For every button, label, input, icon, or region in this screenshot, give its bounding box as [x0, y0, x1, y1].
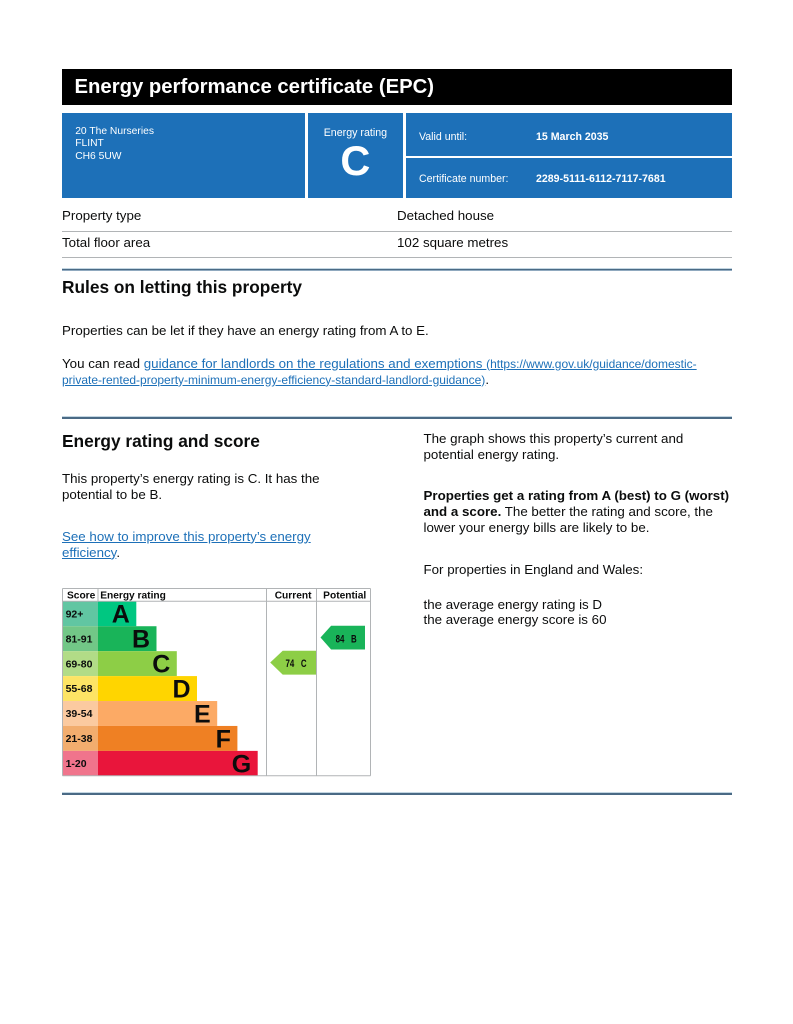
svg-text:Energy rating: Energy rating: [100, 590, 166, 601]
svg-text:Current: Current: [275, 590, 312, 601]
svg-text:84 B: 84 B: [336, 633, 357, 645]
svg-text:1-20: 1-20: [66, 757, 87, 769]
svg-text:A: A: [112, 600, 130, 628]
svg-text:C: C: [152, 650, 170, 678]
svg-text:69-80: 69-80: [66, 658, 93, 670]
svg-text:D: D: [172, 675, 190, 703]
svg-text:B: B: [132, 625, 150, 653]
svg-text:E: E: [194, 700, 211, 728]
svg-text:81-91: 81-91: [66, 633, 93, 645]
svg-text:39-54: 39-54: [66, 708, 93, 720]
svg-text:F: F: [216, 725, 231, 753]
svg-text:74 C: 74 C: [285, 658, 306, 670]
svg-text:21-38: 21-38: [66, 733, 93, 745]
svg-text:Potential: Potential: [323, 590, 366, 601]
svg-text:92+: 92+: [66, 608, 84, 620]
svg-text:G: G: [232, 750, 251, 777]
svg-text:Score: Score: [67, 590, 96, 601]
svg-text:55-68: 55-68: [66, 683, 93, 695]
